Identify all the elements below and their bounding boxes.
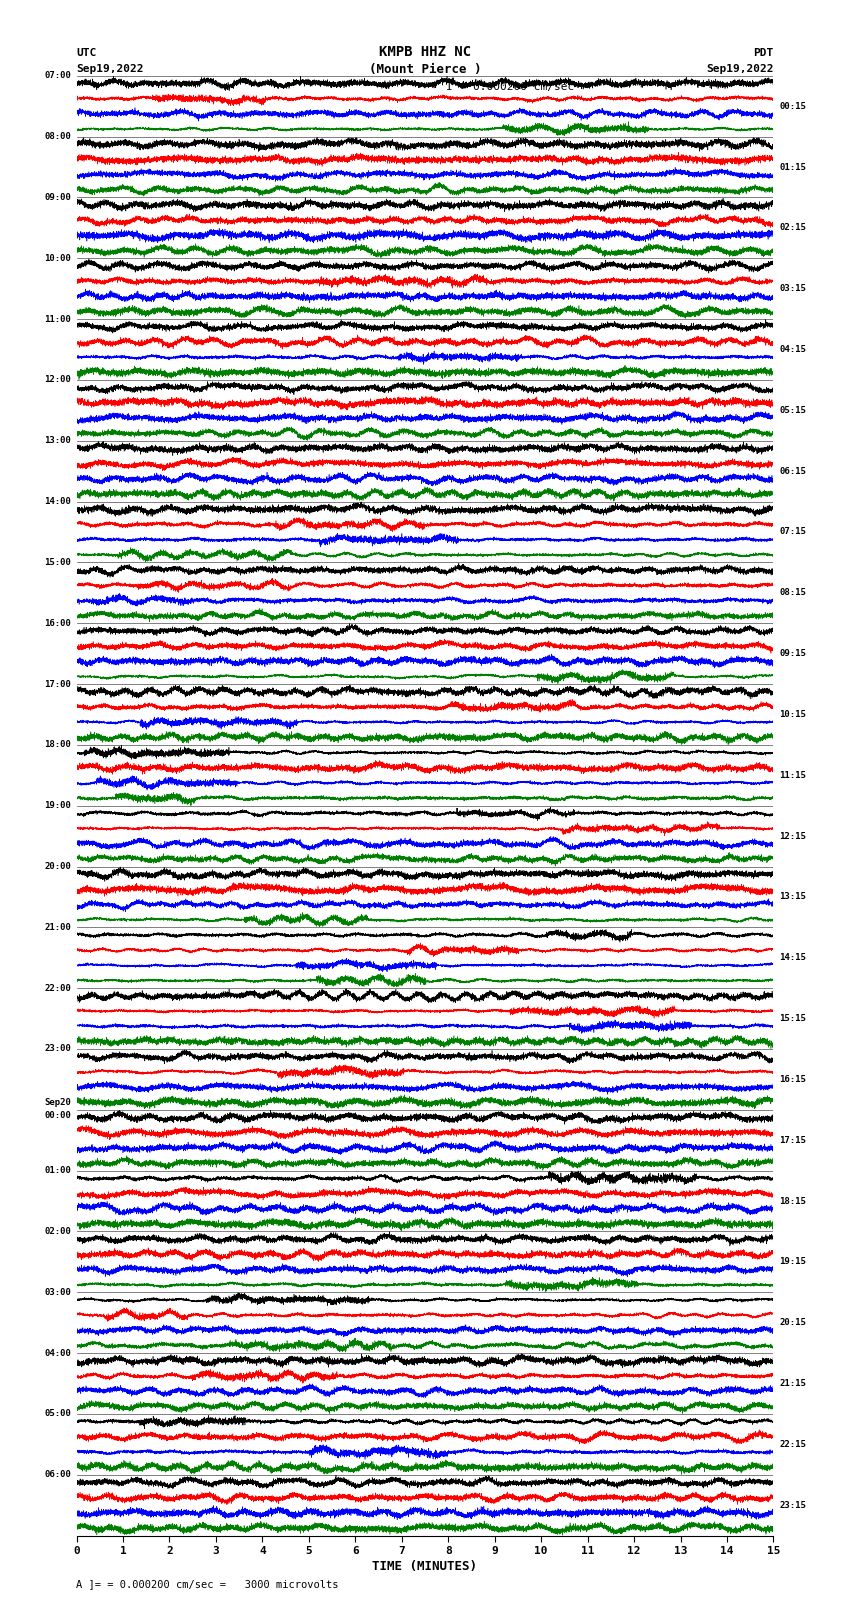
Text: 00:00: 00:00 <box>44 1111 71 1119</box>
Text: UTC: UTC <box>76 48 97 58</box>
Text: 07:00: 07:00 <box>44 71 71 81</box>
Text: 15:15: 15:15 <box>779 1015 806 1023</box>
Text: 03:15: 03:15 <box>779 284 806 294</box>
Text: 02:00: 02:00 <box>44 1227 71 1236</box>
Text: KMPB HHZ NC: KMPB HHZ NC <box>379 45 471 58</box>
Text: 05:00: 05:00 <box>44 1410 71 1418</box>
Text: 06:00: 06:00 <box>44 1471 71 1479</box>
Text: 20:15: 20:15 <box>779 1318 806 1327</box>
Text: 01:15: 01:15 <box>779 163 806 171</box>
Text: Sep19,2022: Sep19,2022 <box>706 65 774 74</box>
Text: 07:15: 07:15 <box>779 527 806 537</box>
Text: 09:15: 09:15 <box>779 648 806 658</box>
Text: Sep20: Sep20 <box>44 1098 71 1108</box>
Text: 05:15: 05:15 <box>779 406 806 415</box>
Text: 16:15: 16:15 <box>779 1074 806 1084</box>
Text: 01:00: 01:00 <box>44 1166 71 1176</box>
Text: 20:00: 20:00 <box>44 861 71 871</box>
Text: 11:15: 11:15 <box>779 771 806 779</box>
Text: 03:00: 03:00 <box>44 1287 71 1297</box>
Text: 14:15: 14:15 <box>779 953 806 963</box>
Text: 21:00: 21:00 <box>44 923 71 932</box>
Text: A ]= = 0.000200 cm/sec =   3000 microvolts: A ]= = 0.000200 cm/sec = 3000 microvolts <box>76 1579 339 1589</box>
Text: 12:00: 12:00 <box>44 376 71 384</box>
Text: Sep19,2022: Sep19,2022 <box>76 65 144 74</box>
Text: 02:15: 02:15 <box>779 223 806 232</box>
Text: (Mount Pierce ): (Mount Pierce ) <box>369 63 481 76</box>
Text: 17:15: 17:15 <box>779 1136 806 1145</box>
Text: 08:00: 08:00 <box>44 132 71 140</box>
Text: 10:00: 10:00 <box>44 253 71 263</box>
Text: 23:00: 23:00 <box>44 1045 71 1053</box>
Text: 22:00: 22:00 <box>44 984 71 992</box>
Text: 17:00: 17:00 <box>44 679 71 689</box>
Text: 14:00: 14:00 <box>44 497 71 506</box>
Text: 18:00: 18:00 <box>44 740 71 750</box>
Text: 19:00: 19:00 <box>44 802 71 810</box>
Text: 22:15: 22:15 <box>779 1440 806 1448</box>
Text: 13:15: 13:15 <box>779 892 806 902</box>
Text: 21:15: 21:15 <box>779 1379 806 1389</box>
Text: 00:15: 00:15 <box>779 102 806 111</box>
Text: 23:15: 23:15 <box>779 1500 806 1510</box>
Text: 18:15: 18:15 <box>779 1197 806 1205</box>
Text: 04:15: 04:15 <box>779 345 806 353</box>
Text: 08:15: 08:15 <box>779 589 806 597</box>
Text: 11:00: 11:00 <box>44 315 71 324</box>
Text: 12:15: 12:15 <box>779 832 806 840</box>
Text: 15:00: 15:00 <box>44 558 71 566</box>
Text: 09:00: 09:00 <box>44 194 71 202</box>
X-axis label: TIME (MINUTES): TIME (MINUTES) <box>372 1560 478 1573</box>
Text: 16:00: 16:00 <box>44 619 71 627</box>
Text: PDT: PDT <box>753 48 774 58</box>
Text: 04:00: 04:00 <box>44 1348 71 1358</box>
Text: 13:00: 13:00 <box>44 436 71 445</box>
Text: 19:15: 19:15 <box>779 1258 806 1266</box>
Text: 06:15: 06:15 <box>779 466 806 476</box>
Text: 10:15: 10:15 <box>779 710 806 719</box>
Text: I = 0.000200 cm/sec: I = 0.000200 cm/sec <box>446 82 574 92</box>
